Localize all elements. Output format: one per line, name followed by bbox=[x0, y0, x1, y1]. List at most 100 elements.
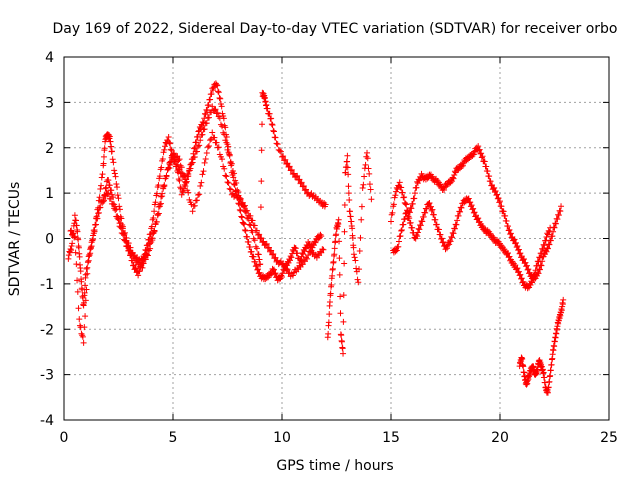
data-point bbox=[99, 171, 106, 178]
data-point bbox=[152, 199, 159, 206]
data-point bbox=[339, 345, 346, 352]
data-point bbox=[543, 248, 550, 255]
data-point bbox=[242, 227, 249, 234]
data-point bbox=[325, 330, 332, 337]
data-point bbox=[217, 95, 224, 102]
data-point bbox=[411, 195, 418, 202]
data-point bbox=[408, 205, 415, 212]
data-point bbox=[163, 172, 170, 179]
data-point bbox=[255, 266, 262, 273]
data-point bbox=[459, 162, 466, 169]
data-point bbox=[86, 252, 93, 259]
data-point bbox=[557, 208, 564, 215]
data-point bbox=[522, 259, 529, 266]
data-point bbox=[345, 183, 352, 190]
data-point bbox=[390, 201, 397, 208]
data-point bbox=[403, 201, 410, 208]
data-point bbox=[331, 245, 338, 252]
data-point bbox=[546, 378, 553, 385]
data-point bbox=[419, 218, 426, 225]
data-point bbox=[219, 156, 226, 163]
data-point bbox=[195, 143, 202, 150]
data-point bbox=[443, 245, 450, 252]
data-point bbox=[296, 176, 303, 183]
data-point bbox=[223, 173, 230, 180]
data-point bbox=[240, 203, 247, 210]
data-point bbox=[429, 206, 436, 213]
y-tick-label: 1 bbox=[45, 186, 54, 202]
data-point bbox=[219, 123, 226, 130]
data-point bbox=[470, 205, 477, 212]
data-point bbox=[109, 156, 116, 163]
data-point bbox=[544, 389, 551, 396]
data-point bbox=[158, 193, 165, 200]
data-point bbox=[427, 203, 434, 210]
data-point bbox=[288, 166, 295, 173]
data-point bbox=[143, 251, 150, 258]
data-point bbox=[154, 190, 161, 197]
data-point bbox=[287, 167, 294, 174]
data-point bbox=[298, 260, 305, 267]
data-point bbox=[100, 153, 107, 160]
data-point bbox=[135, 272, 142, 279]
data-point bbox=[271, 128, 278, 135]
data-point bbox=[68, 242, 75, 249]
data-point bbox=[188, 160, 195, 167]
data-point bbox=[435, 226, 442, 233]
data-point bbox=[125, 247, 132, 254]
data-point bbox=[72, 249, 79, 256]
data-point bbox=[195, 192, 202, 199]
data-point bbox=[336, 271, 343, 278]
data-point bbox=[225, 143, 232, 150]
data-point bbox=[244, 207, 251, 214]
data-point bbox=[312, 239, 319, 246]
data-point bbox=[433, 221, 440, 228]
data-point bbox=[136, 268, 143, 275]
data-point bbox=[335, 216, 342, 223]
data-point bbox=[102, 185, 109, 192]
x-tick-label: 25 bbox=[600, 430, 618, 446]
data-point bbox=[87, 246, 94, 253]
data-point bbox=[415, 225, 422, 232]
data-point bbox=[140, 260, 147, 267]
data-point bbox=[284, 266, 291, 273]
data-point bbox=[333, 231, 340, 238]
data-point bbox=[237, 207, 244, 214]
data-point bbox=[272, 270, 279, 277]
data-point bbox=[205, 101, 212, 108]
data-point bbox=[101, 145, 108, 152]
data-point bbox=[142, 250, 149, 257]
data-point bbox=[547, 367, 554, 374]
data-point bbox=[231, 170, 238, 177]
data-point bbox=[446, 241, 453, 248]
data-point bbox=[536, 254, 543, 261]
data-point bbox=[539, 246, 546, 253]
data-point bbox=[471, 209, 478, 216]
data-point bbox=[320, 246, 327, 253]
data-point bbox=[440, 238, 447, 245]
data-point bbox=[159, 193, 166, 200]
data-point bbox=[110, 200, 117, 207]
series-track_c bbox=[67, 129, 327, 346]
data-point bbox=[411, 190, 418, 197]
data-point bbox=[112, 206, 119, 213]
data-point bbox=[266, 110, 273, 117]
data-point bbox=[277, 148, 284, 155]
data-point bbox=[297, 180, 304, 187]
data-point bbox=[547, 237, 554, 244]
data-point bbox=[228, 160, 235, 167]
data-point bbox=[71, 233, 78, 240]
data-point bbox=[221, 131, 228, 138]
data-point bbox=[223, 134, 230, 141]
data-point bbox=[442, 246, 449, 253]
data-point bbox=[451, 225, 458, 232]
data-point bbox=[268, 121, 275, 128]
data-point bbox=[102, 193, 109, 200]
data-point bbox=[139, 264, 146, 271]
data-point bbox=[114, 192, 121, 199]
data-point bbox=[165, 165, 172, 172]
data-point bbox=[345, 171, 352, 178]
data-point bbox=[344, 152, 351, 159]
data-point bbox=[279, 153, 285, 160]
